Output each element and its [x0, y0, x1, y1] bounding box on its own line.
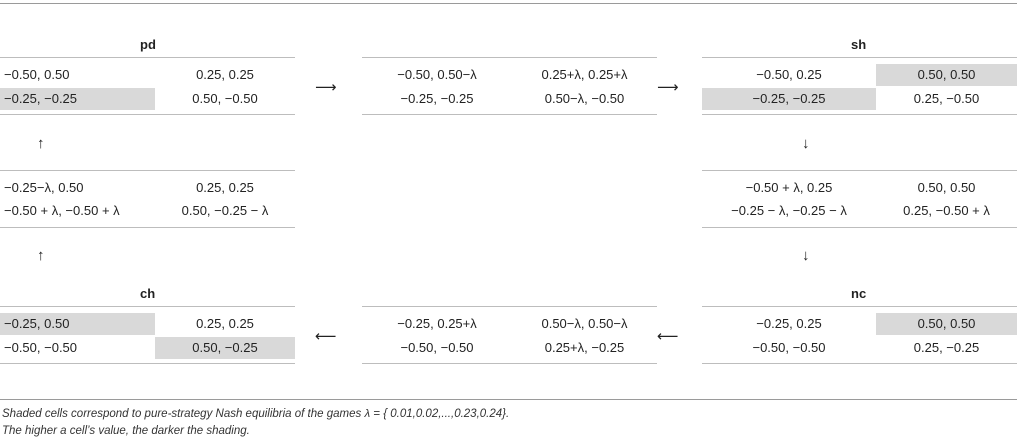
game-mid-bottom-header-rule: [362, 306, 657, 307]
payoff-cell: −0.50 + λ, −0.50 + λ: [4, 203, 120, 218]
arrow-down-icon: ↓: [802, 247, 810, 264]
payoff-cell: −0.25 − λ, −0.25 − λ: [731, 203, 847, 218]
payoff-cell-equilibrium: 0.50, 0.50: [876, 64, 1017, 86]
payoff-cell: 0.25, −0.50 + λ: [903, 203, 990, 218]
footnote-line-2: The higher a cell’s value, the darker th…: [2, 425, 250, 437]
payoff-cell: 0.50, 0.50: [917, 180, 976, 195]
arrow-up-icon: ↑: [37, 135, 45, 152]
game-label-nc: nc: [851, 286, 867, 301]
payoff-cell: −0.25, 0.25: [756, 316, 822, 331]
payoff-cell-equilibrium: 0.50, −0.25: [155, 337, 295, 359]
game-mid-top-bottom-rule: [362, 114, 657, 115]
bottom-rule: [0, 399, 1017, 400]
game-label-ch: ch: [140, 286, 156, 301]
arrow-up-icon: ↑: [37, 247, 45, 264]
payoff-cell: 0.25, 0.25: [196, 67, 254, 82]
game-right-mid-bottom-rule: [702, 227, 1017, 228]
payoff-cell: 0.50−λ, −0.50: [544, 91, 625, 106]
footnote-line-1: Shaded cells correspond to pure-strategy…: [2, 408, 510, 420]
payoff-cell-equilibrium: 0.50, 0.50: [876, 313, 1017, 335]
game-label-pd: pd: [140, 37, 156, 52]
payoff-cell: −0.50, −0.50: [752, 340, 826, 355]
game-nc-header-rule: [702, 306, 1017, 307]
game-sh-bottom-rule: [702, 114, 1017, 115]
payoff-cell: −0.50, 0.25: [756, 67, 822, 82]
arrow-left-icon: ⟵: [315, 328, 337, 345]
payoff-cell: 0.50, −0.50: [192, 91, 258, 106]
payoff-cell: −0.25, 0.25+λ: [397, 316, 477, 331]
payoff-cell-equilibrium: −0.25, 0.50: [0, 313, 155, 335]
game-sh-header-rule: [702, 57, 1017, 58]
game-pd-header-rule: [0, 57, 295, 58]
payoff-cell-equilibrium: −0.25, −0.25: [0, 88, 155, 110]
game-pd-bottom-rule: [0, 114, 295, 115]
game-ch-header-rule: [0, 306, 295, 307]
payoff-cell-equilibrium: −0.25, −0.25: [702, 88, 876, 110]
payoff-cell: −0.50, −0.50: [4, 340, 78, 355]
payoff-cell: 0.25+λ, 0.25+λ: [541, 67, 628, 82]
arrow-down-icon: ↓: [802, 135, 810, 152]
game-right-mid-top-rule: [702, 170, 1017, 171]
payoff-cell: 0.25, −0.50: [913, 91, 980, 106]
payoff-cell: −0.50 + λ, 0.25: [745, 180, 833, 195]
arrow-left-icon: ⟵: [657, 328, 679, 345]
game-left-mid-top-rule: [0, 170, 295, 171]
top-rule: [0, 3, 1017, 4]
game-nc-bottom-rule: [702, 363, 1017, 364]
game-ch-bottom-rule: [0, 363, 295, 364]
payoff-cell: −0.25−λ, 0.50: [4, 180, 84, 195]
game-label-sh: sh: [851, 37, 867, 52]
payoff-cell: 0.25, 0.25: [196, 180, 254, 195]
payoff-cell: −0.25, −0.25: [400, 91, 474, 106]
payoff-cell: 0.25, 0.25: [196, 316, 254, 331]
payoff-cell: −0.50, −0.50: [400, 340, 474, 355]
game-left-mid-bottom-rule: [0, 227, 295, 228]
payoff-cell: 0.25+λ, −0.25: [544, 340, 625, 355]
payoff-cell: 0.50, −0.25 − λ: [181, 203, 269, 218]
game-mid-bottom-bottom-rule: [362, 363, 657, 364]
payoff-cell: −0.50, 0.50: [4, 67, 70, 82]
arrow-right-icon: ⟶: [657, 79, 679, 96]
payoff-cell: 0.25, −0.25: [913, 340, 980, 355]
payoff-cell: −0.50, 0.50−λ: [397, 67, 477, 82]
payoff-cell: 0.50−λ, 0.50−λ: [541, 316, 628, 331]
game-mid-top-header-rule: [362, 57, 657, 58]
arrow-right-icon: ⟶: [315, 79, 337, 96]
